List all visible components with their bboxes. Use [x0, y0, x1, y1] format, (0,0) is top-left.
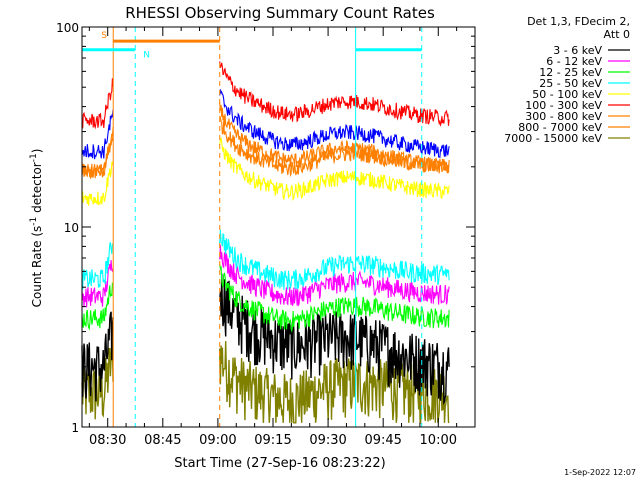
series-line: [219, 61, 450, 128]
series-1: [81, 273, 450, 406]
y-tick-label: 10: [64, 221, 79, 235]
legend-label: 800 - 7000 keV: [518, 121, 602, 134]
series-6: [81, 102, 450, 179]
series-4: [81, 229, 450, 290]
series-line: [219, 264, 450, 333]
y-tick-label: 100: [56, 21, 79, 35]
series-line: [219, 244, 450, 307]
series-line: [219, 115, 450, 178]
x-tick-label: 09:45: [364, 433, 401, 448]
series-7: [81, 115, 450, 179]
legend-label: 6 - 12 keV: [546, 55, 602, 68]
x-tick-label: 08:45: [144, 433, 181, 448]
y-tick-label: 1: [71, 421, 79, 435]
x-tick-label: 09:30: [309, 433, 346, 448]
legend-header-1: Det 1,3, FDecim 2,: [527, 15, 630, 28]
legend-header-2: Att 0: [604, 28, 630, 41]
legend-label: 7000 - 15000 keV: [504, 132, 602, 145]
x-axis-label: Start Time (27-Sep-16 08:23:22): [174, 456, 385, 471]
timestamp: 1-Sep-2022 12:07: [564, 468, 636, 477]
series-line: [219, 273, 450, 406]
series-line: [81, 126, 114, 179]
series-line: [81, 282, 114, 331]
series-line: [219, 136, 450, 202]
series-line: [81, 311, 114, 402]
series-line: [81, 109, 114, 160]
series-line: [81, 260, 114, 308]
legend-label: 3 - 6 keV: [553, 44, 602, 57]
legend-label: 50 - 100 keV: [532, 88, 602, 101]
series-line: [81, 242, 114, 290]
series-2: [81, 264, 450, 333]
series-line: [81, 78, 114, 130]
series-line: [219, 341, 450, 424]
legend-label: 25 - 50 keV: [539, 77, 602, 90]
chart-title: RHESSI Observing Summary Count Rates: [125, 4, 435, 22]
series-line: [81, 160, 114, 206]
series-3: [81, 244, 450, 308]
y-axis-label: Count Rate (s-1 detector-1): [29, 149, 44, 308]
series-line: [219, 89, 450, 158]
flag-label-0: S: [101, 31, 107, 41]
flag-label-1: N: [143, 51, 150, 61]
series-9: [81, 61, 450, 130]
legend-label: 12 - 25 keV: [539, 66, 602, 79]
series-line: [219, 102, 450, 174]
x-tick-label: 09:15: [254, 433, 291, 448]
series-5: [81, 136, 450, 206]
series-line: [81, 132, 114, 179]
x-tick-label: 10:00: [420, 433, 457, 448]
legend-label: 300 - 800 keV: [525, 110, 602, 123]
series-8: [81, 89, 450, 160]
legend-label: 100 - 300 keV: [525, 99, 602, 112]
x-tick-label: 09:00: [199, 433, 236, 448]
series-line: [219, 229, 450, 290]
x-tick-label: 08:30: [89, 433, 126, 448]
